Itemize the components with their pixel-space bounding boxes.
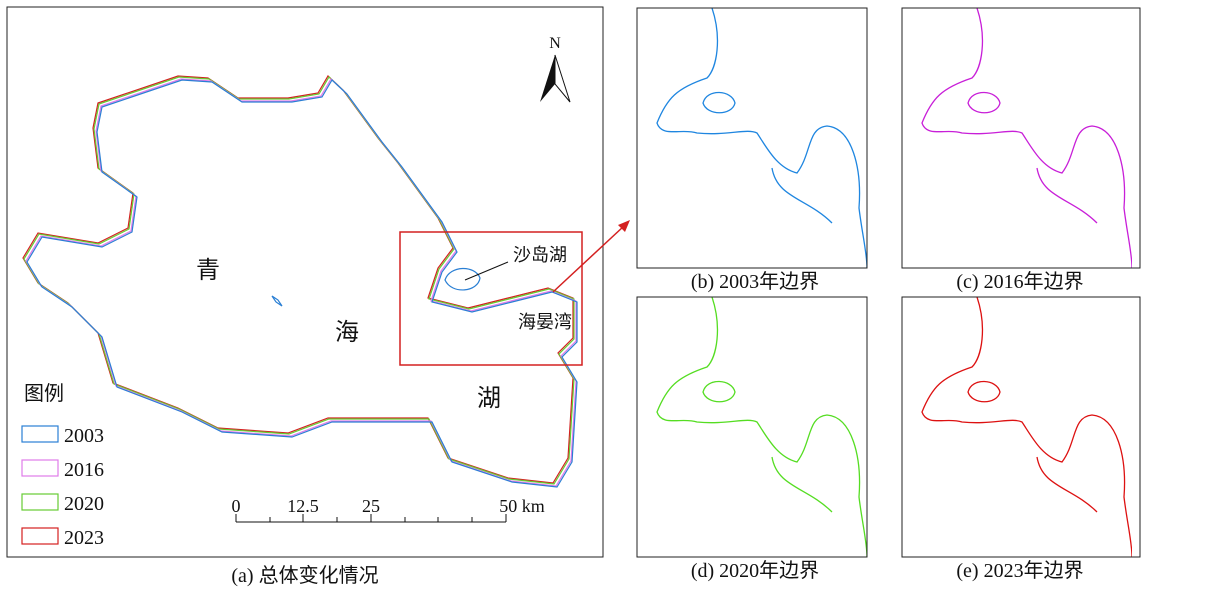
panel-frame — [901, 296, 1141, 558]
scale-label: 0 — [232, 496, 241, 516]
legend-swatch — [21, 425, 59, 443]
lake-label: 海 — [335, 319, 359, 346]
panel: (b) 2003年边界 — [636, 7, 868, 293]
zoom-box — [399, 231, 583, 366]
legend-label: 2023 — [64, 527, 104, 549]
scale-label: 50 km — [499, 496, 545, 516]
legend-label: 2020 — [64, 493, 104, 515]
boundary — [921, 297, 1132, 557]
panel: (d) 2020年边界 — [636, 296, 868, 582]
outline-2020 — [23, 76, 575, 485]
scale-label: 12.5 — [287, 496, 319, 516]
outline-2023 — [22, 75, 574, 484]
north-arrow — [540, 55, 555, 102]
boundary — [656, 8, 867, 268]
panel-frame — [901, 7, 1141, 269]
panel-caption: (d) 2020年边界 — [691, 559, 819, 582]
zoom-arrow — [552, 225, 625, 293]
scale-bar — [235, 514, 507, 523]
arrow-head — [618, 220, 630, 232]
legend-title: 图例 — [24, 382, 64, 405]
islet — [271, 295, 283, 307]
lake-label: 湖 — [477, 385, 501, 412]
legend: 2003 2016 2020 2023 — [21, 425, 104, 549]
callout-label: 海晏湾 — [518, 312, 572, 332]
callout-label: 沙岛湖 — [513, 245, 567, 265]
boundary — [656, 297, 867, 557]
panel-frame — [636, 296, 868, 558]
panel: (c) 2016年边界 — [901, 7, 1141, 293]
legend-swatch — [21, 459, 59, 477]
sand-island-lake — [444, 267, 481, 291]
outline-2016 — [25, 78, 577, 487]
north-label: N — [549, 35, 561, 52]
panel-caption: (c) 2016年边界 — [956, 270, 1083, 293]
main-frame — [6, 6, 604, 558]
caption: (a) 总体变化情况 — [231, 564, 378, 587]
panel-caption: (e) 2023年边界 — [956, 559, 1083, 582]
panels: (b) 2003年边界 (c) 2016年边界 (d) 2020年边界 (e) 202… — [636, 7, 1141, 582]
boundary — [921, 8, 1132, 268]
scale-label: 25 — [362, 496, 380, 516]
lake-label: 青 — [196, 257, 220, 284]
legend-swatch — [21, 527, 59, 545]
panel-caption: (b) 2003年边界 — [691, 270, 819, 293]
legend-label: 2003 — [64, 425, 104, 447]
legend-swatch — [21, 493, 59, 511]
legend-label: 2016 — [64, 459, 104, 481]
north-arrow — [554, 54, 571, 103]
lake-outlines — [22, 75, 578, 488]
panel: (e) 2023年边界 — [901, 296, 1141, 582]
outline-2003 — [26, 79, 578, 488]
callout-line — [464, 261, 509, 281]
panel-frame — [636, 7, 868, 269]
